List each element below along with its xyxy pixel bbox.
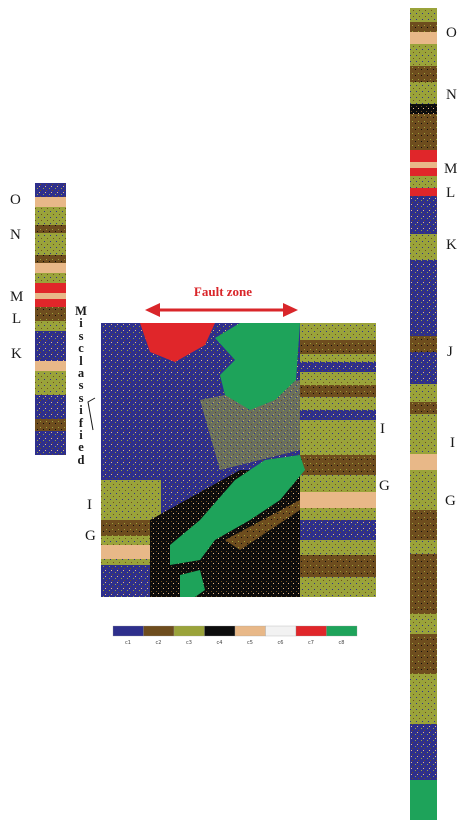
legend-swatch-c2 bbox=[143, 625, 175, 637]
right-log-label-L: L bbox=[446, 185, 456, 201]
fault-zone-label: Fault zone bbox=[193, 284, 253, 299]
left-well-log bbox=[35, 183, 66, 455]
left-log-label-N: N bbox=[10, 227, 21, 243]
legend-swatch-c6 bbox=[265, 625, 297, 637]
right-log-label-N: N bbox=[446, 87, 457, 103]
right-log-label-J: J bbox=[447, 344, 453, 360]
legend-label-c6: c6 bbox=[277, 640, 284, 646]
right-log-label-O: O bbox=[446, 25, 457, 41]
misclassified-letter: d bbox=[77, 452, 85, 467]
legend-swatch-c7 bbox=[295, 625, 327, 637]
right-log-label-G: G bbox=[445, 493, 456, 509]
legend-label-c5: c5 bbox=[247, 640, 253, 646]
legend-label-c1: c1 bbox=[125, 640, 131, 646]
misclassified-bracket bbox=[87, 397, 96, 431]
right-well-log bbox=[410, 8, 437, 820]
legend-label-c2: c2 bbox=[155, 640, 162, 646]
facies-section bbox=[101, 323, 376, 597]
fault-zone-arrow bbox=[145, 303, 298, 317]
left-log-label-L: L bbox=[12, 311, 22, 327]
misclassified-letter: M bbox=[75, 304, 87, 318]
misclassified-letter: l bbox=[79, 353, 83, 368]
legend-swatch-c5 bbox=[234, 625, 266, 637]
facies-legend bbox=[112, 625, 358, 637]
section-right-label-G: G bbox=[379, 478, 390, 494]
legend-label-c4: c4 bbox=[216, 640, 223, 646]
misclassified-letter: s bbox=[78, 390, 84, 405]
section-right-label-I: I bbox=[380, 421, 385, 437]
legend-swatch-c3 bbox=[173, 625, 205, 637]
left-log-label-O: O bbox=[10, 192, 21, 208]
misclassified-letter: s bbox=[78, 328, 84, 343]
right-log-label-M: M bbox=[444, 161, 458, 177]
section-left-label-G: G bbox=[85, 528, 96, 544]
misclassified-letter: e bbox=[78, 440, 84, 455]
misclassified-letter: s bbox=[78, 378, 84, 393]
misclassified-letter: c bbox=[78, 341, 84, 356]
right-log-label-I: I bbox=[450, 435, 455, 451]
legend-swatch-c4 bbox=[204, 625, 236, 637]
right-log-label-K: K bbox=[446, 237, 457, 253]
legend-label-c7: c7 bbox=[308, 640, 314, 646]
legend-swatch-c8 bbox=[326, 625, 358, 637]
misclassified-letter: i bbox=[79, 428, 83, 443]
left-log-label-K: K bbox=[11, 346, 22, 362]
misclassified-letter: i bbox=[79, 403, 83, 418]
legend-swatch-c1 bbox=[112, 625, 144, 637]
section-left-label-I: I bbox=[87, 497, 92, 513]
misclassified-letter: i bbox=[79, 316, 83, 331]
misclassified-letter: f bbox=[78, 415, 84, 430]
misclassified-letter: a bbox=[77, 366, 85, 381]
legend-label-c3: c3 bbox=[186, 640, 192, 646]
left-log-label-M: M bbox=[10, 289, 24, 305]
legend-label-c8: c8 bbox=[338, 640, 345, 646]
